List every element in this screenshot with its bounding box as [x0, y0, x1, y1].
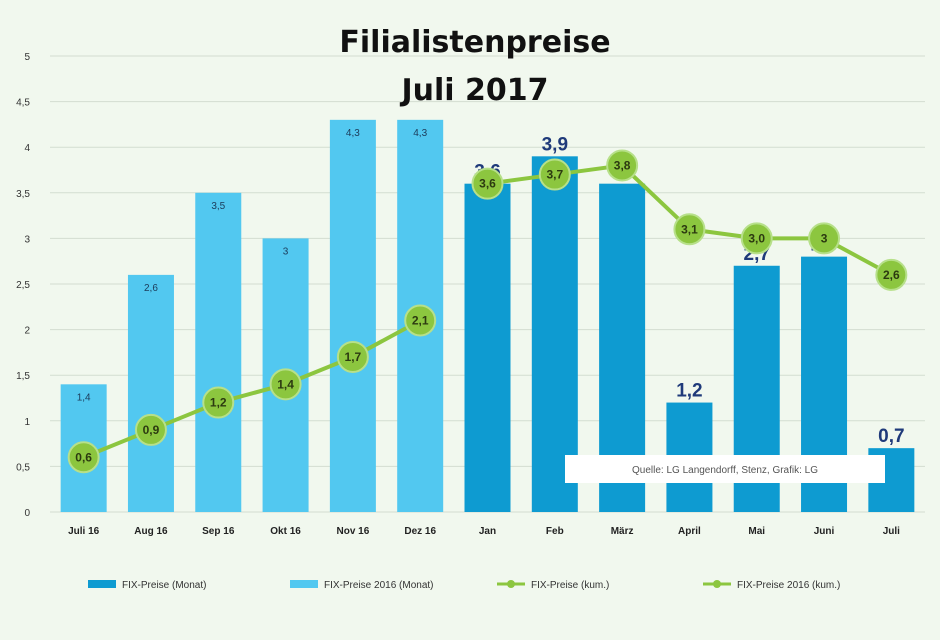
chart-title-line-1: Filialistenpreise	[339, 25, 610, 60]
line-point	[404, 304, 437, 337]
line-point-label: 3,6	[479, 177, 496, 191]
x-tick-label: Juni	[814, 526, 835, 537]
legend-label: FIX-Preise (Monat)	[122, 580, 206, 591]
x-tick-label: Juli 16	[68, 526, 100, 537]
y-tick-label: 2,5	[16, 280, 30, 291]
x-tick-label: Aug 16	[134, 526, 168, 537]
legend-swatch	[88, 580, 116, 588]
chart-title-line-2: Juli 2017	[399, 73, 548, 108]
line-point	[740, 222, 773, 255]
line-point	[67, 441, 100, 474]
bar	[464, 183, 511, 512]
line-point-label: 0,9	[143, 423, 160, 437]
legend: FIX-Preise (Monat) FIX-Preise 2016 (Monat…	[88, 580, 840, 591]
line-point	[471, 167, 504, 200]
line-point-label: 0,6	[75, 450, 92, 464]
line-point-label: 1,4	[277, 377, 294, 391]
x-tick-label: April	[678, 526, 701, 537]
bar-data-label: 4,3	[413, 128, 427, 139]
x-tick-label: Jan	[479, 526, 496, 537]
y-tick-label: 1	[24, 417, 30, 428]
legend-label: FIX-Preise (kum.)	[531, 580, 609, 591]
x-tick-label: Dez 16	[404, 526, 436, 537]
legend-swatch	[290, 580, 318, 588]
bar	[195, 192, 242, 513]
line-point	[808, 222, 841, 255]
line-point	[875, 258, 908, 291]
bar-data-label: 1,2	[676, 381, 702, 402]
chart-title: Filialistenpreise Juli 2017	[339, 25, 610, 108]
y-tick-label: 0	[24, 508, 30, 519]
x-tick-label: Mai	[748, 526, 765, 537]
line-point	[202, 386, 235, 419]
line-point	[336, 340, 369, 373]
bar	[329, 119, 376, 512]
x-tick-label: Nov 16	[336, 526, 369, 537]
legend-marker	[507, 580, 515, 588]
bar-data-label: 3,9	[542, 134, 568, 155]
line-point-label: 1,7	[345, 350, 362, 364]
y-tick-label: 3,5	[16, 189, 30, 200]
x-tick-label: Okt 16	[270, 526, 301, 537]
x-tick-label: März	[611, 526, 634, 537]
y-axis: 0 0,5 1 1,5 2 2,5 3 3,5 4 4,5 5	[16, 52, 30, 519]
line-point-label: 3,7	[546, 168, 563, 182]
line-point	[538, 158, 571, 191]
bar-data-label: 1,4	[77, 392, 91, 403]
line-point	[134, 413, 167, 446]
bar	[531, 156, 578, 512]
bar-data-label: 2,6	[144, 283, 158, 294]
legend-marker	[713, 580, 721, 588]
line-point	[673, 213, 706, 246]
y-tick-label: 2	[24, 326, 30, 337]
line-point-label: 3,8	[614, 158, 631, 172]
y-tick-label: 3	[24, 234, 30, 245]
bar-data-label: 3	[283, 246, 289, 257]
line-point-label: 3,1	[681, 222, 698, 236]
y-tick-label: 1,5	[16, 371, 30, 382]
bar	[127, 274, 174, 512]
bar-data-label: 3,5	[211, 201, 225, 212]
source-box	[565, 455, 885, 483]
source-text: Quelle: LG Langendorff, Stenz, Grafik: L…	[632, 465, 818, 476]
x-tick-label: Feb	[546, 526, 564, 537]
line-point	[269, 368, 302, 401]
line-point-label: 2,6	[883, 268, 900, 282]
x-tick-label: Sep 16	[202, 526, 235, 537]
source-annotation: Quelle: LG Langendorff, Stenz, Grafik: L…	[565, 455, 885, 483]
legend-label: FIX-Preise 2016 (Monat)	[324, 580, 434, 591]
line-point-label: 3	[821, 231, 828, 245]
legend-label: FIX-Preise 2016 (kum.)	[737, 580, 840, 591]
y-tick-label: 5	[24, 52, 30, 63]
bar-data-label: 0,7	[878, 426, 904, 447]
line-point	[606, 149, 639, 182]
bar-data-label: 4,3	[346, 128, 360, 139]
y-tick-label: 4	[24, 143, 30, 154]
x-tick-label: Juli	[883, 526, 900, 537]
x-axis: Juli 16 Aug 16 Sep 16 Okt 16 Nov 16 Dez 16 Jan…	[68, 526, 900, 537]
line-point-label: 2,1	[412, 313, 429, 327]
line-point-label: 3,0	[748, 231, 765, 245]
y-tick-label: 0,5	[16, 462, 30, 473]
lines: 3,6 3,7 3,8 3,1 3,0 3 2,6 0,6 0,9 1,2 1,4 1,7 2,1	[67, 149, 908, 474]
y-tick-label: 4,5	[16, 98, 30, 109]
line-point-label: 1,2	[210, 396, 227, 410]
